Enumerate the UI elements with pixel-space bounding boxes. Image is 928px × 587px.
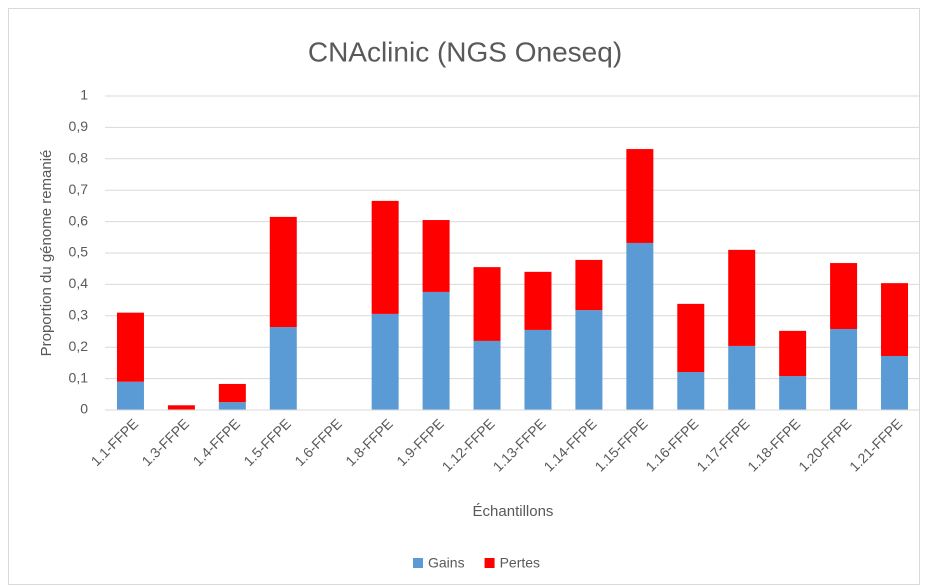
y-axis-label: Proportion du génome remanié <box>38 150 55 357</box>
legend-swatch <box>484 558 495 568</box>
bar-segment <box>779 376 807 410</box>
bar-segment <box>422 220 450 292</box>
y-tick-label: 0,5 <box>69 244 89 260</box>
bar-segment <box>779 330 807 377</box>
bar-segment <box>371 313 399 410</box>
bar-segment <box>677 303 705 373</box>
y-tick-label: 0,2 <box>69 338 89 354</box>
y-tick-label: 0,3 <box>69 307 89 323</box>
bar-segment <box>626 242 654 410</box>
bar-segment <box>371 200 399 314</box>
y-tick-label: 0,7 <box>69 181 89 197</box>
bar-segment <box>218 402 246 410</box>
chart-title: CNAclinic (NGS Oneseq) <box>308 36 622 67</box>
bar-segment <box>524 329 552 410</box>
bar-segment <box>269 327 297 410</box>
y-tick-label: 0,8 <box>69 150 89 166</box>
x-axis-label: Échantillons <box>473 503 554 520</box>
bar-segment <box>728 345 756 410</box>
legend-label: Pertes <box>500 555 540 571</box>
bar-segment <box>473 267 501 341</box>
y-tick-label: 1 <box>80 87 88 103</box>
bar-segment <box>269 216 297 328</box>
y-tick-label: 0,1 <box>69 369 89 385</box>
y-tick-label: 0,9 <box>69 118 89 134</box>
bar-segment <box>575 310 603 410</box>
bar-segment <box>677 372 705 410</box>
bar-segment <box>524 271 552 330</box>
bar-segment <box>575 259 603 311</box>
bar-segment <box>830 328 858 410</box>
bar-segment <box>167 405 195 410</box>
bar-segment <box>881 283 909 356</box>
bar-segment <box>422 291 450 410</box>
bar-segment <box>116 312 144 382</box>
y-tick-label: 0,6 <box>69 212 89 228</box>
bar-segment <box>473 340 501 410</box>
bar-segment <box>626 149 654 243</box>
bar-segment <box>116 381 144 410</box>
bar-segment <box>728 249 756 346</box>
bar-segment <box>218 383 246 403</box>
bar-segment <box>830 263 858 329</box>
chart-border <box>8 8 920 585</box>
legend-swatch <box>413 558 423 568</box>
y-tick-label: 0 <box>80 401 88 417</box>
y-tick-label: 0,4 <box>69 275 89 291</box>
bar-segment <box>881 355 909 410</box>
legend-label: Gains <box>428 555 465 571</box>
